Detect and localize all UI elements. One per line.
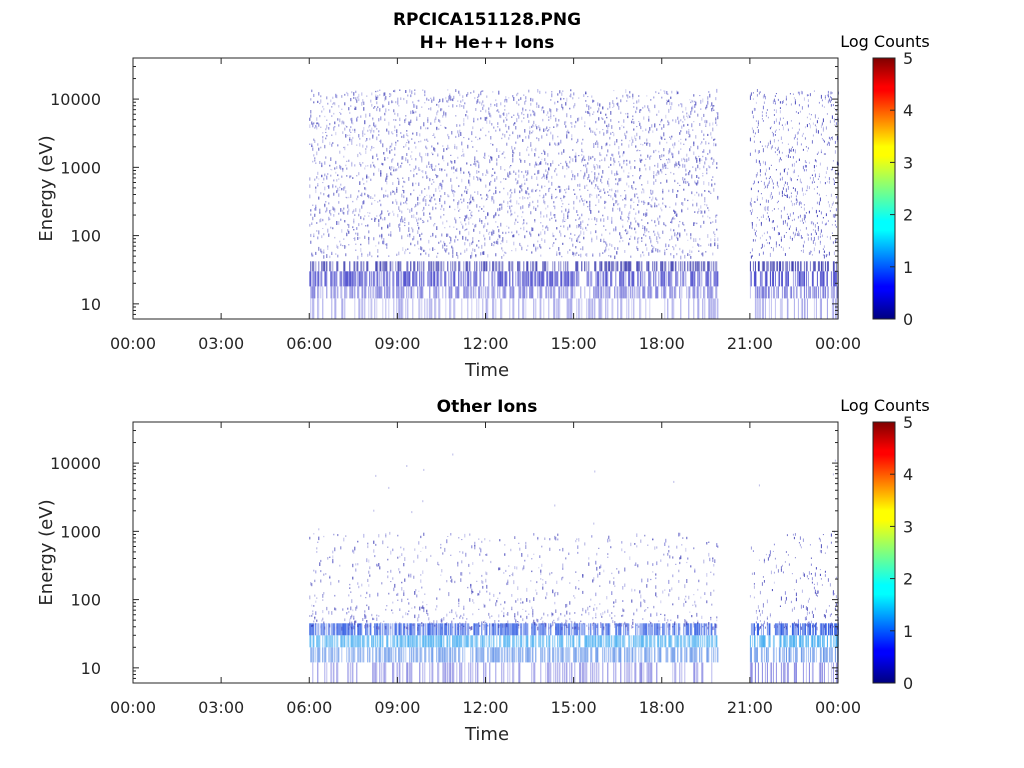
plot-frame	[132, 421, 839, 684]
colorbar-tick-label: 2	[903, 206, 913, 225]
colorbar-tick-label: 3	[903, 517, 913, 536]
x-axis-label: Time	[464, 724, 509, 745]
colorbar-tick-label: 3	[903, 153, 913, 172]
x-tick-label: 21:00	[727, 698, 773, 717]
x-tick-label: 06:00	[286, 334, 332, 353]
colorbar-label: Log Counts	[840, 32, 930, 51]
panel-h-he-ions: 00:00 03:00 06:00 09:00 12:00 15:00 18:00 21:00…	[36, 32, 930, 381]
y-tick-label: 100	[70, 591, 101, 610]
y-axis-label: Energy (eV)	[36, 499, 57, 605]
x-tick-label: 00:00	[815, 334, 861, 353]
x-tick-label: 21:00	[727, 334, 773, 353]
x-tick-label: 09:00	[374, 698, 420, 717]
figure-title: RPCICA151128.PNG	[393, 10, 581, 30]
colorbar: Log Counts 0 1 2 3 4 5	[840, 32, 930, 329]
colorbar: Log Counts 0 1 2 3 4 5	[840, 396, 930, 693]
y-tick-label: 10	[81, 295, 101, 314]
y-tick-label: 10000	[50, 90, 101, 109]
y-axis-label: Energy (eV)	[36, 135, 57, 241]
x-tick-label: 03:00	[198, 698, 244, 717]
x-tick-label: 03:00	[198, 334, 244, 353]
y-tick-label: 10000	[50, 454, 101, 473]
x-tick-label: 15:00	[551, 698, 597, 717]
colorbar-tick-label: 0	[903, 310, 913, 329]
y-tick-label: 10	[81, 659, 101, 678]
x-tick-label: 00:00	[110, 698, 156, 717]
y-tick-label: 100	[70, 227, 101, 246]
y-tick-label: 1000	[60, 158, 101, 177]
colorbar-tick-label: 0	[903, 674, 913, 693]
heatmap-cells	[309, 88, 839, 319]
colorbar-tick-label: 1	[903, 622, 913, 641]
x-tick-label: 18:00	[639, 698, 685, 717]
x-tick-label: 12:00	[462, 334, 508, 353]
panel-title: Other Ions	[437, 397, 538, 417]
y-tick-label: 1000	[60, 522, 101, 541]
colorbar-label: Log Counts	[840, 396, 930, 415]
x-tick-label: 00:00	[815, 698, 861, 717]
colorbar-tick-label: 2	[903, 570, 913, 589]
colorbar-tick-label: 4	[903, 101, 913, 120]
x-tick-label: 06:00	[286, 698, 332, 717]
colorbar-tick-label: 5	[903, 413, 913, 432]
x-tick-label: 09:00	[374, 334, 420, 353]
colorbar-tick-label: 1	[903, 258, 913, 277]
panel-title: H+ He++ Ions	[420, 33, 555, 53]
colorbar-tick-label: 5	[903, 49, 913, 68]
x-axis-label: Time	[464, 360, 509, 381]
x-tick-label: 00:00	[110, 334, 156, 353]
x-tick-label: 15:00	[551, 334, 597, 353]
colorbar-tick-label: 4	[903, 465, 913, 484]
heatmap-cells	[309, 453, 839, 683]
x-tick-label: 18:00	[639, 334, 685, 353]
plot-frame	[132, 57, 839, 320]
panel-other-ions: 00:00 03:00 06:00 09:00 12:00 15:00 18:00 21:00…	[36, 396, 930, 745]
x-tick-label: 12:00	[462, 698, 508, 717]
